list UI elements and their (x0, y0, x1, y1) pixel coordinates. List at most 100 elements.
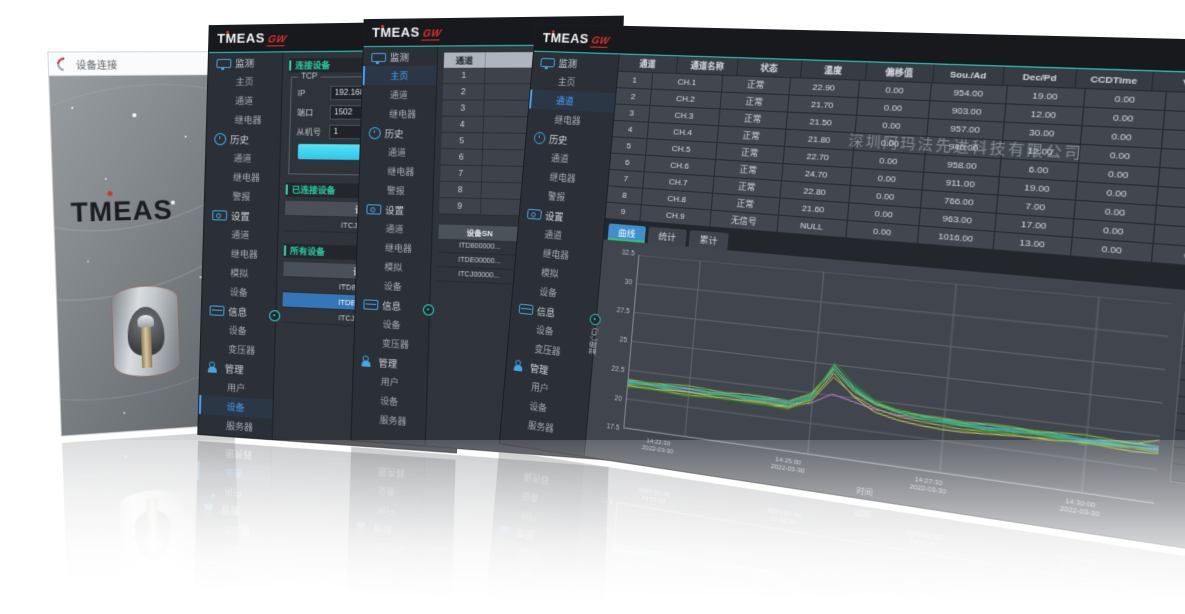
sidebar-group-icon (208, 361, 221, 373)
sidebar-item-label: 设备 (383, 281, 402, 292)
sidebar-item-label: 设备 (380, 395, 399, 408)
sidebar-item[interactable]: 历史 (206, 129, 280, 149)
sidebar-item[interactable]: 主页 (208, 72, 282, 91)
sidebar-item-label: 继电器 (232, 172, 261, 183)
device-probe (140, 324, 153, 369)
sidebar-item-label: 设备 (226, 401, 245, 413)
sidebar-item[interactable]: 警报 (205, 186, 279, 207)
sidebar-item[interactable]: 继电器 (203, 243, 277, 265)
y-tick: 30 (624, 278, 633, 287)
sidebar-item-label: 通道 (550, 152, 569, 165)
sidebar-item-label: 监测 (558, 58, 578, 70)
sidebar-group-icon (366, 203, 382, 215)
x-tick: 14:22:30 2022-03-30 (641, 438, 674, 456)
tmeas-logo: TMEAS (70, 191, 173, 229)
sidebar-item-label: 模拟 (230, 267, 249, 279)
sidebar-item[interactable]: 历史 (361, 123, 435, 143)
sidebar-item[interactable]: 通道 (360, 142, 434, 162)
logo-dot (107, 191, 113, 197)
sidebar-item-label: 设备 (228, 325, 247, 337)
sidebar-item-label: 用户 (227, 382, 246, 394)
sidebar-item-label: 通道 (233, 153, 252, 164)
sidebar-item-label: 历史 (384, 128, 404, 141)
field-label: IP (297, 88, 306, 98)
sidebar-item[interactable]: 继电器 (360, 161, 434, 182)
sidebar-group-icon (209, 304, 225, 316)
sidebar-item[interactable]: 警报 (359, 180, 433, 201)
sidebar-group-icon (514, 359, 527, 372)
sidebar-group-icon (363, 298, 379, 310)
sidebar-item[interactable]: 设置 (358, 199, 432, 220)
sidebar-item-label: 设备 (382, 319, 401, 331)
sidebar-item-label: 设备 (539, 286, 558, 299)
sidebar-group-icon (368, 126, 381, 139)
sidebar-item[interactable]: 通道 (362, 85, 436, 104)
sidebar-item[interactable]: 监测 (363, 47, 437, 67)
y-tick: 27.5 (616, 307, 630, 316)
sidebar-item-label: 用户 (530, 381, 549, 395)
sidebar-group-icon (216, 58, 232, 68)
x-tick: 14:27:30 2022-03-30 (909, 476, 947, 497)
sidebar-item-label: 设置 (385, 205, 405, 217)
sidebar-item[interactable]: 继电器 (205, 167, 279, 187)
legend-row[interactable]: 9CH.9 (1170, 464, 1185, 505)
sidebar-item[interactable]: 服务器 (352, 408, 426, 432)
sidebar-item-label: 继电器 (384, 242, 413, 254)
sidebar-item-label: 信息 (536, 306, 556, 320)
sidebar-item[interactable]: 服务器 (198, 414, 272, 438)
sidebar-item-label: 通道 (387, 147, 407, 158)
sidebar-item-label: 主页 (557, 76, 576, 88)
sidebar-item[interactable]: 主页 (362, 65, 437, 86)
sidebar-group-icon (518, 303, 534, 315)
sidebar-item-label: 变压器 (534, 343, 561, 357)
column-header: 温度 (800, 60, 868, 81)
sidebar-item-label: 变压器 (381, 338, 410, 351)
field-label: 端口 (296, 107, 314, 117)
sidebar-item-label: 设备 (529, 401, 548, 414)
sidebar-item-label: 警报 (386, 185, 405, 197)
column-header: 通道名称 (676, 56, 740, 77)
sidebar-item-label: 通道 (235, 96, 254, 107)
column-header: 状态 (737, 58, 803, 79)
sidebar-item[interactable]: 通道 (204, 224, 278, 245)
column-header: Dec/Pd (1003, 66, 1078, 89)
sidebar-item-label: 监测 (235, 58, 255, 70)
sidebar-item-label: 管理 (378, 357, 398, 371)
sensor-device-image (111, 285, 180, 378)
x-tick: 14:30:00 2022-03-30 (1059, 498, 1100, 519)
y-tick: 25 (619, 336, 628, 345)
column-header: CCDTime (1076, 69, 1154, 92)
sidebar-group-icon (212, 209, 228, 221)
sidebar-item[interactable]: 通道 (207, 91, 281, 110)
sidebar-item-label: 设置 (544, 210, 564, 224)
sidebar-item[interactable]: 通道 (358, 218, 432, 239)
sidebar-item-label: 信息 (228, 306, 248, 319)
fiber-dots (71, 106, 74, 109)
sidebar-item-label: 继电器 (542, 248, 570, 261)
titlebar: 设备连接 (48, 52, 223, 77)
dashboard-main: 深圳阿玛法先进科技有限公司 通道 通道名称 状态 温度 偏移值 Sou./Ad Dec/Pd… (584, 54, 1185, 574)
column-header: Sou./Ad (933, 64, 1005, 87)
sidebar-group-icon (533, 131, 546, 144)
chart-plot-area (623, 254, 1172, 504)
column-header: 偏移值 (865, 62, 935, 84)
y-tick: 17.5 (606, 422, 620, 432)
sidebar-group-icon (526, 208, 542, 220)
sidebar-item[interactable]: 设置 (204, 205, 278, 226)
sidebar-item-label: 通道 (389, 90, 408, 101)
device-cap (137, 314, 154, 328)
window-title: 设备连接 (75, 59, 118, 72)
sidebar-item-label: 主页 (390, 70, 409, 82)
field-label: 从机号 (296, 127, 322, 137)
sidebar-group-icon (362, 355, 375, 367)
x-tick: 14:25:00 2022-03-30 (770, 456, 805, 476)
sidebar-item-label: 继电器 (234, 115, 262, 126)
sidebar-item[interactable]: 继电器 (361, 104, 435, 124)
sidebar-item[interactable]: 通道 (206, 148, 280, 168)
sidebar-item-label: 服务器 (527, 420, 555, 434)
sidebar: 监测 主页 通道 继电器 (351, 46, 439, 446)
sidebar-item[interactable]: 监测 (208, 52, 282, 72)
sidebar-item[interactable]: 继电器 (207, 110, 281, 129)
